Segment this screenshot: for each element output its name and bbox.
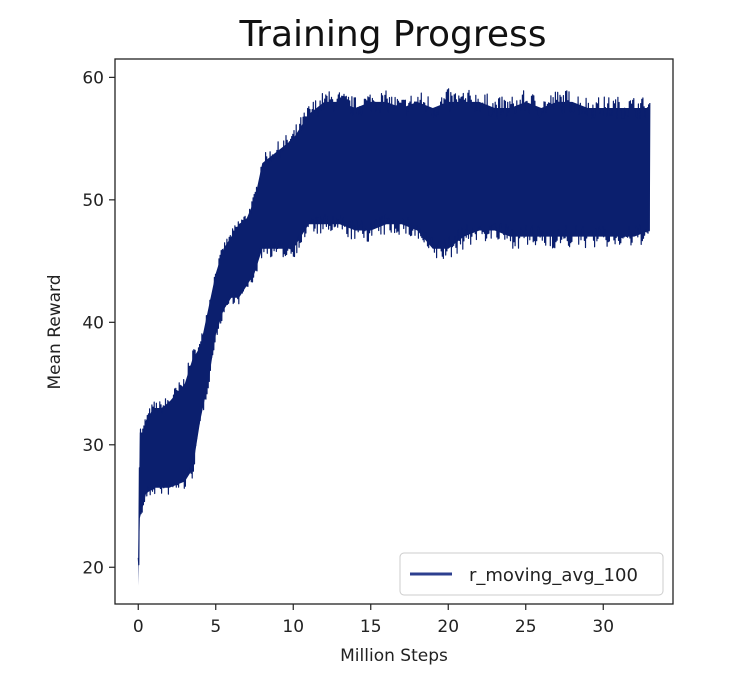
x-tick-label: 30 [592, 617, 614, 637]
plot-area [137, 88, 651, 586]
y-tick-label: 30 [82, 436, 104, 456]
x-tick-label: 5 [210, 617, 221, 637]
x-tick-label: 20 [437, 617, 459, 637]
legend-box [399, 552, 664, 596]
y-tick-label: 40 [82, 313, 104, 333]
legend-label: r_moving_avg_100 [469, 565, 638, 586]
x-tick-label: 15 [360, 617, 382, 637]
plot-frame [114, 58, 674, 605]
y-tick-label: 20 [82, 558, 104, 578]
y-tick-label: 60 [82, 68, 104, 88]
y-tick-label: 50 [82, 191, 104, 211]
chart-title: Training Progress [238, 14, 546, 55]
x-axis-label: Million Steps [340, 646, 448, 666]
axis-ticks: 0 5 10 15 20 25 30 20 30 40 50 60 [82, 68, 614, 637]
legend: r_moving_avg_100 [399, 552, 664, 596]
x-tick-label: 0 [133, 617, 144, 637]
series-line [137, 88, 651, 566]
y-axis-label: Mean Reward [45, 274, 65, 389]
x-tick-label: 25 [515, 617, 537, 637]
x-tick-label: 10 [282, 617, 304, 637]
